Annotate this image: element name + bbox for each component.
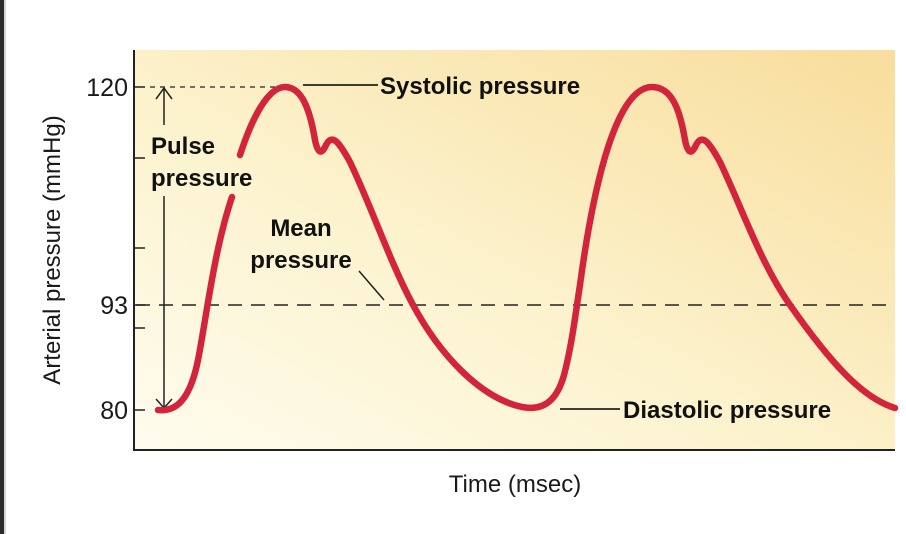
y-axis-title: Arterial pressure (mmHg) [39,115,66,384]
pressure-waveform [154,193,236,414]
window-edge-dark [0,0,4,534]
plot-panel [135,50,895,450]
y-tick-label-93: 93 [100,292,128,320]
mean-pressure-label-line2: pressure [250,247,351,274]
systolic-pressure-label: Systolic pressure [380,73,580,100]
mean-leader-line [358,270,385,301]
window-edge-light [4,0,6,534]
pressure-waveform-cont [236,83,899,412]
mean-pressure-label-line1: Mean [270,215,331,242]
pulse-pressure-label-line2: pressure [151,165,252,192]
pulse-pressure-label-line1: Pulse [151,133,215,160]
y-tick-label-80: 80 [100,397,128,425]
diastolic-pressure-label: Diastolic pressure [623,397,831,424]
y-tick-label-120: 120 [86,74,128,102]
x-axis-title: Time (msec) [449,471,581,498]
